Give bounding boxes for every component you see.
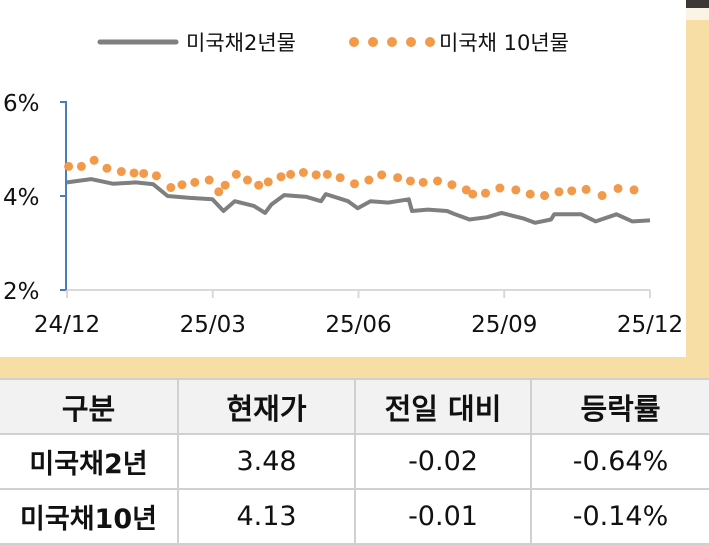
point-10y <box>614 184 623 193</box>
point-10y <box>447 180 456 189</box>
point-10y <box>178 180 187 189</box>
point-10y <box>554 187 563 196</box>
header-change: 전일 대비 <box>355 379 531 434</box>
point-10y <box>312 170 321 179</box>
header-category: 구분 <box>0 379 178 434</box>
point-10y <box>419 178 428 187</box>
row-rate: -0.64% <box>531 434 709 489</box>
x-tick-label: 25/09 <box>471 312 537 338</box>
point-10y <box>481 189 490 198</box>
legend-dot <box>368 37 378 47</box>
x-tick-label: 25/12 <box>617 312 683 338</box>
point-10y <box>102 164 111 173</box>
point-10y <box>377 170 386 179</box>
point-10y <box>264 177 273 186</box>
point-10y <box>205 176 214 185</box>
table-row: 미국채2년 3.48 -0.02 -0.64% <box>0 434 709 489</box>
corner-bar <box>686 0 709 8</box>
legend-dot <box>387 37 397 47</box>
point-10y <box>582 185 591 194</box>
point-10y <box>393 173 402 182</box>
point-10y <box>254 181 263 190</box>
point-10y <box>350 179 359 188</box>
header-price: 현재가 <box>178 379 355 434</box>
point-10y <box>139 169 148 178</box>
x-tick-label: 24/12 <box>34 312 100 338</box>
x-tick-label: 25/03 <box>180 312 246 338</box>
point-10y <box>598 191 607 200</box>
point-10y <box>540 191 549 200</box>
y-tick-label: 2% <box>3 279 40 305</box>
point-10y <box>190 178 199 187</box>
table-row: 미국채10년 4.13 -0.01 -0.14% <box>0 489 709 544</box>
y-tick-label: 6% <box>3 91 40 117</box>
point-10y <box>433 176 442 185</box>
row-rate: -0.14% <box>531 489 709 544</box>
point-10y <box>117 167 126 176</box>
header-rate: 등락률 <box>531 379 709 434</box>
legend-dot <box>406 37 416 47</box>
legend: 미국채2년물 미국채 10년물 <box>100 31 569 55</box>
point-10y <box>630 185 639 194</box>
point-10y <box>90 156 99 165</box>
legend-label-10y: 미국채 10년물 <box>439 31 569 55</box>
point-10y <box>495 184 504 193</box>
point-10y <box>221 181 230 190</box>
row-change: -0.01 <box>355 489 531 544</box>
point-10y <box>336 173 345 182</box>
legend-dot <box>425 37 435 47</box>
point-10y <box>214 187 223 196</box>
point-10y <box>232 170 241 179</box>
point-10y <box>286 170 295 179</box>
row-change: -0.02 <box>355 434 531 489</box>
x-tick-label: 25/06 <box>325 312 391 338</box>
point-10y <box>77 162 86 171</box>
row-price: 3.48 <box>178 434 355 489</box>
point-10y <box>406 176 415 185</box>
point-10y <box>364 176 373 185</box>
yield-table: 구분 현재가 전일 대비 등락률 미국채2년 3.48 -0.02 -0.64%… <box>0 378 709 545</box>
point-10y <box>567 186 576 195</box>
yield-chart: 미국채2년물 미국채 10년물 2% 4% 6% 24/12 25/03 25/06 25/… <box>0 0 686 357</box>
y-tick-label: 4% <box>3 185 40 211</box>
point-10y <box>511 185 520 194</box>
point-10y <box>299 168 308 177</box>
point-10y <box>277 172 286 181</box>
legend-dot <box>349 37 359 47</box>
point-10y <box>64 162 73 171</box>
point-10y <box>243 176 252 185</box>
point-10y <box>152 171 161 180</box>
point-10y <box>323 170 332 179</box>
legend-label-2y: 미국채2년물 <box>186 31 296 55</box>
point-10y <box>130 168 139 177</box>
row-name: 미국채10년 <box>0 489 178 544</box>
legend-swatch-10y <box>349 37 435 47</box>
point-10y <box>166 183 175 192</box>
point-10y <box>526 190 535 199</box>
row-name: 미국채2년 <box>0 434 178 489</box>
point-10y <box>468 190 477 199</box>
corner-strip <box>686 8 709 20</box>
table-header: 구분 현재가 전일 대비 등락률 <box>0 379 709 434</box>
row-price: 4.13 <box>178 489 355 544</box>
